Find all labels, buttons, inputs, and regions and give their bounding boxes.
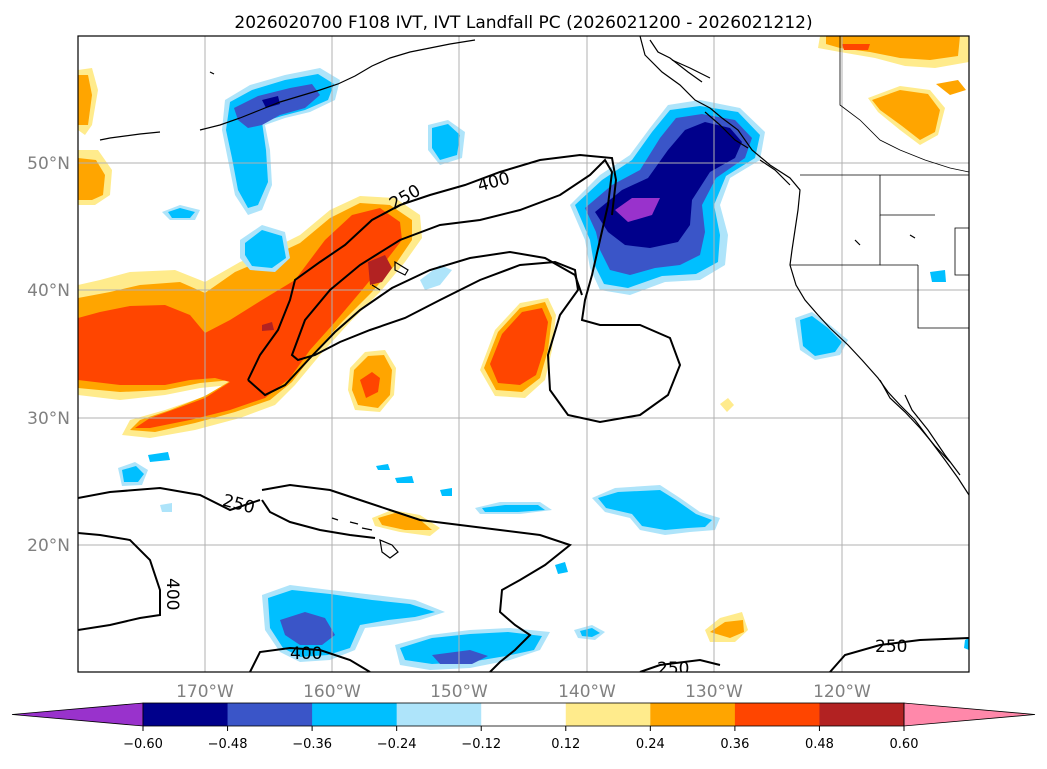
positive-anomaly-top-right [818,36,969,145]
lat-label-40n: 40°N [27,281,70,301]
lon-label-170w: 170°W [176,682,234,702]
colorbar-frame [142,702,905,727]
political-borders [790,36,969,329]
lon-label-150w: 150°W [430,682,488,702]
lat-label-50n: 50°N [27,154,70,174]
coastlines [99,36,969,559]
colorbar-tick-label: 0.60 [890,737,919,752]
colorbar-segment [650,703,736,726]
colorbar-tick-label: −0.60 [123,737,163,752]
lon-label-140w: 140°W [558,682,616,702]
negative-anomaly-aleutian [222,68,340,215]
colorbar-segment [819,703,905,726]
graticule [78,36,969,672]
colorbar-tick-label: 0.36 [720,737,749,752]
map-layers: 250 400 250 400 400 250 250 [78,36,969,679]
lat-label-20n: 20°N [27,536,70,556]
longitude-labels: 170°W 160°W 150°W 140°W 130°W 120°W [176,682,871,702]
contour-label-400-bottom: 400 [290,644,322,664]
colorbar-tick-label: −0.36 [292,737,332,752]
colorbar-tick-label: −0.12 [461,737,501,752]
colorbar-segment [227,703,313,726]
latitude-labels: 50°N 40°N 30°N 20°N [27,154,70,556]
colorbar-tick-label: −0.24 [377,737,417,752]
colorbar-segment [565,703,651,726]
colorbar-tick-label: 0.12 [551,737,580,752]
positive-anomaly-small-3 [720,398,734,412]
positive-anomaly-small-4 [705,612,748,642]
colorbar-tick-label: −0.48 [208,737,248,752]
positive-anomaly-band-west [78,196,422,438]
figure-title: 2026020700 F108 IVT, IVT Landfall PC (20… [234,13,812,33]
colorbar-extend-max [903,702,1036,727]
contour-label-250-right: 250 [875,637,907,657]
colorbar-segment [396,703,482,726]
colorbar-tick-labels: −0.60 −0.48 −0.36 −0.24 −0.12 0.12 0.24 0.36 0.4… [123,726,918,752]
colorbar-segment [481,703,567,726]
contour-label-250-bottom: 250 [657,659,689,679]
lat-label-30n: 30°N [27,409,70,429]
colorbar [11,702,1036,727]
contour-label-400-left: 400 [162,578,182,610]
colorbar-segment [143,703,229,726]
lon-label-160w: 160°W [303,682,361,702]
positive-anomaly-small-1 [348,350,396,412]
positive-anomaly-left-edge [78,68,112,205]
map-frame [77,35,970,673]
negative-anomaly-small-patches [118,120,969,670]
positive-anomaly-central [480,298,556,398]
ivt-contours [78,153,969,672]
lon-label-130w: 130°W [685,682,743,702]
colorbar-segment [734,703,820,726]
lon-label-120w: 120°W [813,682,871,702]
colorbar-extend-min [11,702,144,727]
positive-anomaly-small-2 [372,510,440,536]
colorbar-tick-label: 0.24 [636,737,665,752]
colorbar-tick-label: 0.48 [805,737,834,752]
colorbar-segment [312,703,398,726]
